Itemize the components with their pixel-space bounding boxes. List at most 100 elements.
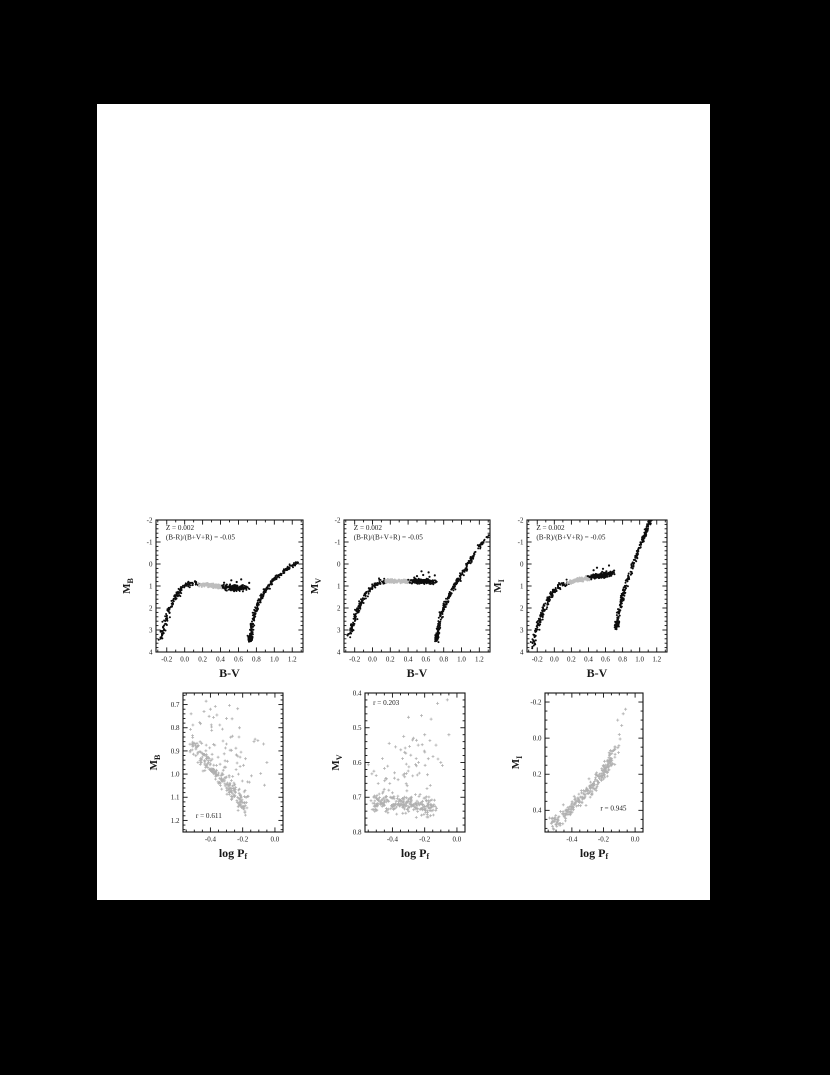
data-point xyxy=(346,634,349,637)
data-point xyxy=(594,776,597,780)
data-point xyxy=(601,567,605,570)
data-point xyxy=(553,588,556,591)
data-point xyxy=(438,632,441,634)
data-point xyxy=(570,802,573,806)
data-point xyxy=(420,579,423,582)
y-tick-label: 2 xyxy=(520,604,524,612)
data-point xyxy=(376,804,379,808)
data-point xyxy=(221,768,225,772)
data-point xyxy=(159,637,162,640)
y-tick-label: 0.7 xyxy=(353,794,362,802)
series-pl-upper-cloud xyxy=(189,699,266,798)
data-point xyxy=(571,804,575,808)
data-point xyxy=(548,600,551,603)
data-point xyxy=(259,594,262,597)
data-point xyxy=(417,795,421,798)
data-point xyxy=(407,799,410,803)
data-point xyxy=(217,771,220,775)
data-point xyxy=(532,644,535,647)
data-point xyxy=(216,773,220,777)
data-point xyxy=(413,576,416,579)
data-point xyxy=(600,576,603,579)
data-point xyxy=(209,759,213,763)
data-point xyxy=(382,796,385,800)
data-point xyxy=(621,593,623,595)
data-point xyxy=(189,728,192,731)
data-point xyxy=(245,801,248,804)
x-tick-label: 0.4 xyxy=(216,656,225,664)
data-point xyxy=(607,756,611,759)
data-point xyxy=(374,795,378,799)
data-point xyxy=(558,583,561,586)
data-point xyxy=(611,570,614,573)
data-point xyxy=(623,592,626,595)
data-point xyxy=(446,597,449,600)
data-point xyxy=(423,763,427,767)
data-point xyxy=(206,582,209,585)
data-point xyxy=(403,807,406,811)
data-point xyxy=(590,789,594,793)
data-point xyxy=(587,792,591,795)
data-point xyxy=(443,600,446,603)
data-point xyxy=(407,809,411,813)
data-point xyxy=(200,755,204,759)
annotation-text: (B-R)/(B+V+R) = -0.05 xyxy=(354,533,423,541)
data-point xyxy=(536,624,539,627)
data-point xyxy=(548,598,551,601)
data-point xyxy=(554,818,557,821)
data-point xyxy=(558,824,562,827)
data-point xyxy=(577,792,581,796)
data-point xyxy=(599,778,603,782)
data-point xyxy=(618,737,622,741)
data-point xyxy=(431,808,435,812)
data-point xyxy=(580,580,583,583)
data-point xyxy=(385,581,388,584)
data-point xyxy=(396,794,400,798)
data-point xyxy=(636,557,639,560)
data-point xyxy=(437,616,440,619)
data-point xyxy=(562,815,566,819)
data-point xyxy=(214,771,217,774)
data-point xyxy=(262,590,265,593)
data-point xyxy=(242,805,245,808)
data-point xyxy=(214,584,217,587)
data-point xyxy=(240,587,243,590)
data-point xyxy=(449,591,452,594)
data-point xyxy=(241,584,244,586)
data-point xyxy=(241,590,244,593)
data-point xyxy=(405,784,409,788)
data-point xyxy=(233,794,237,798)
data-point xyxy=(608,575,611,578)
series-pl-bright-outliers xyxy=(202,707,269,764)
data-point xyxy=(384,795,388,799)
data-point xyxy=(190,748,194,752)
data-point xyxy=(380,799,384,802)
data-point xyxy=(421,799,424,803)
data-point xyxy=(369,588,371,591)
data-point xyxy=(531,641,534,644)
data-point xyxy=(631,567,634,570)
data-point xyxy=(559,810,562,813)
series-rgb xyxy=(614,520,653,628)
data-point xyxy=(232,789,236,792)
data-point xyxy=(381,801,384,805)
data-point xyxy=(602,574,605,577)
data-point xyxy=(474,550,477,553)
data-point xyxy=(570,808,574,812)
data-point xyxy=(229,790,233,794)
data-point xyxy=(207,714,211,718)
x-tick-label: 0.2 xyxy=(567,656,576,664)
data-point xyxy=(639,546,642,549)
data-point xyxy=(438,625,441,628)
data-point xyxy=(546,596,549,599)
data-point xyxy=(480,541,483,544)
data-point xyxy=(618,610,621,613)
data-point xyxy=(248,639,251,642)
data-point xyxy=(203,583,206,587)
data-point xyxy=(437,624,440,627)
figure-canvas: -0.2 0.0 0.2 0.4 0.6 0.8 1.0 1.2 -2 -1 0 1 2 3 4 B-V MB Z… xyxy=(121,516,668,861)
data-point xyxy=(290,564,293,567)
annotation-text: r = 0.611 xyxy=(196,812,222,820)
data-point xyxy=(603,775,607,779)
data-point xyxy=(355,608,358,611)
